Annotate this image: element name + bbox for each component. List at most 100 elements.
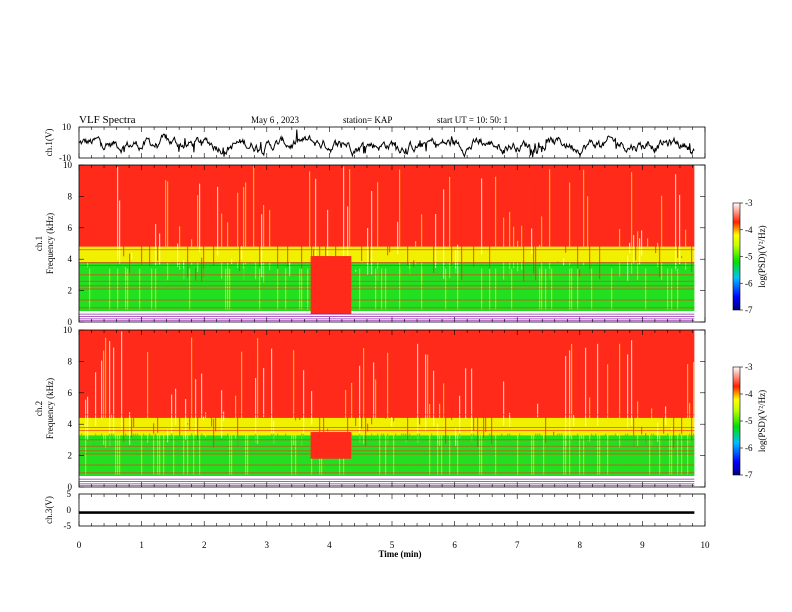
impulse-streak xyxy=(581,435,583,439)
impulse-streak xyxy=(691,338,693,440)
ch3-y-tick-label: 0 xyxy=(67,505,72,515)
impulse-streak xyxy=(389,181,391,253)
impulse-streak xyxy=(535,173,537,281)
impulse-streak xyxy=(509,412,511,428)
impulse-streak xyxy=(373,362,375,418)
x-tick-label: 0 xyxy=(77,540,82,550)
impulse-streak xyxy=(197,352,199,441)
impulse-streak xyxy=(261,384,263,418)
impulse-streak xyxy=(141,183,143,265)
ch1-waveform-panel xyxy=(78,129,695,158)
impulse-streak xyxy=(147,352,149,443)
impulse-streak xyxy=(455,428,457,446)
impulse-streak xyxy=(363,348,365,444)
impulse-streak xyxy=(449,176,451,278)
impulse-streak xyxy=(451,168,453,266)
impulse-streak xyxy=(243,186,245,280)
anomaly-block xyxy=(310,432,352,459)
impulse-streak xyxy=(293,350,295,446)
impulse-streak xyxy=(129,412,131,445)
impulse-streak xyxy=(289,262,291,276)
impulse-streak xyxy=(85,399,87,438)
figure-title: VLF Spectra xyxy=(79,114,136,126)
impulse-streak xyxy=(477,347,479,447)
impulse-streak xyxy=(349,169,351,269)
impulse-streak xyxy=(201,373,203,419)
impulse-streak xyxy=(397,221,399,255)
impulse-streak xyxy=(351,382,353,421)
ch1-y-tick-label: -10 xyxy=(59,153,71,163)
impulse-streak xyxy=(693,362,695,424)
impulse-streak xyxy=(687,364,689,421)
impulse-streak xyxy=(215,414,217,432)
ch2-freq-tick-label: 2 xyxy=(68,451,73,461)
impulse-streak xyxy=(347,401,349,442)
impulse-streak xyxy=(619,229,621,277)
impulse-streak xyxy=(103,350,105,445)
impulse-streak xyxy=(569,182,571,267)
impulse-streak xyxy=(319,190,321,260)
impulse-streak xyxy=(481,178,483,255)
impulse-streak xyxy=(681,256,683,258)
impulse-streak xyxy=(633,397,635,448)
ch2-freq-tick-label: 10 xyxy=(63,325,73,335)
impulse-streak xyxy=(285,365,287,418)
impulse-streak xyxy=(361,416,363,429)
psd-band-2 xyxy=(79,246,695,263)
impulse-streak xyxy=(261,214,263,278)
impulse-streak xyxy=(167,181,169,281)
colorbar-tick-label: -5 xyxy=(745,252,753,262)
impulse-streak xyxy=(255,377,257,443)
impulse-streak xyxy=(253,166,255,263)
impulse-streak xyxy=(335,177,337,280)
impulse-streak xyxy=(399,169,401,277)
x-tick-label: 6 xyxy=(452,540,457,550)
impulse-streak xyxy=(123,332,125,442)
ch3-y-tick-label: 5 xyxy=(67,489,72,499)
impulse-streak xyxy=(195,267,197,281)
impulse-streak xyxy=(417,343,419,444)
impulse-streak xyxy=(179,226,181,270)
ch1-freq-tick-label: 8 xyxy=(68,191,73,201)
impulse-streak xyxy=(435,213,437,268)
ch2-freq-tick-label: 0 xyxy=(68,482,73,492)
x-tick-label: 10 xyxy=(701,540,711,550)
impulse-streak xyxy=(263,367,265,418)
impulse-streak xyxy=(269,210,271,271)
impulse-streak xyxy=(231,258,233,264)
impulse-streak xyxy=(639,238,641,265)
impulse-streak xyxy=(407,201,409,266)
impulse-streak xyxy=(443,189,445,279)
colorbar-tick-label: -3 xyxy=(745,198,753,208)
impulse-streak xyxy=(157,337,159,433)
impulse-streak xyxy=(451,394,453,421)
impulse-streak xyxy=(489,245,491,269)
impulse-streak xyxy=(155,224,157,266)
impulse-streak xyxy=(117,166,119,260)
impulse-streak xyxy=(607,364,609,440)
impulse-streak xyxy=(565,236,567,253)
impulse-streak xyxy=(549,169,551,280)
impulse-streak xyxy=(495,176,497,257)
impulse-streak xyxy=(295,330,297,421)
impulse-streak xyxy=(681,384,683,435)
impulse-streak xyxy=(205,412,207,438)
colorbar-tick-label: -6 xyxy=(745,443,753,453)
impulse-streak xyxy=(159,233,161,265)
impulse-streak xyxy=(237,192,239,269)
impulse-streak xyxy=(627,255,629,281)
colorbar-label: log(PSD)(V²/Hz) xyxy=(757,390,767,452)
impulse-streak xyxy=(371,191,373,275)
ch1-freq-axis-label: ch.1Frequency (kHz) xyxy=(34,213,55,274)
ch2-freq-axis-label: ch.2Frequency (kHz) xyxy=(34,378,55,439)
psd-band-2 xyxy=(79,417,695,436)
x-tick-label: 9 xyxy=(640,540,645,550)
impulse-streak xyxy=(109,341,111,447)
station-label: station= KAP xyxy=(343,115,392,125)
impulse-streak xyxy=(213,204,215,266)
impulse-streak xyxy=(537,403,539,418)
anomaly-block xyxy=(310,256,352,315)
impulse-streak xyxy=(311,212,313,280)
impulse-streak xyxy=(211,330,213,427)
impulse-streak xyxy=(171,394,173,434)
